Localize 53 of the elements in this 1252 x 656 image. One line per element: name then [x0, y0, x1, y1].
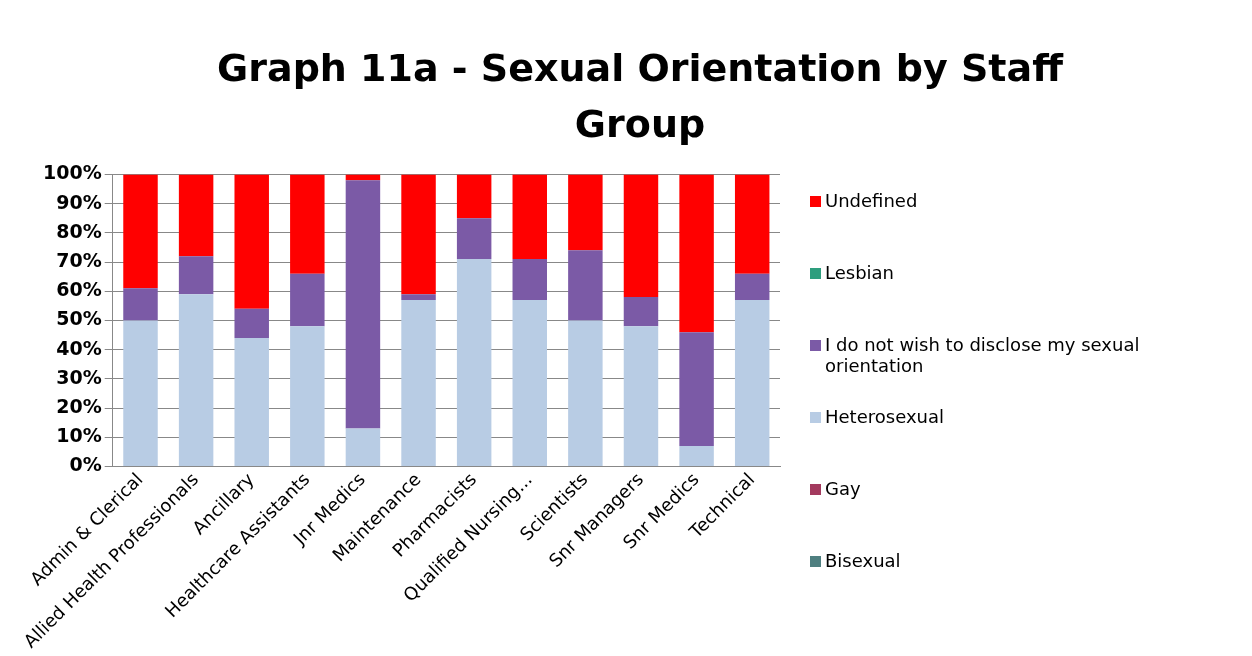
- bar: [290, 326, 325, 466]
- bar: [123, 320, 158, 466]
- bar: [456, 174, 492, 219]
- y-tick-label: 40%: [56, 336, 102, 359]
- bar: [679, 174, 714, 333]
- bar: [345, 180, 381, 429]
- bar: [178, 174, 214, 257]
- bar: [290, 273, 325, 327]
- y-tick-label: 20%: [56, 395, 102, 418]
- bar: [234, 337, 269, 466]
- bar: [512, 300, 547, 466]
- legend-label: I do not wish to disclose my sexual orientation: [825, 334, 1141, 376]
- bar: [679, 332, 714, 447]
- bar: [123, 174, 158, 289]
- bar: [734, 174, 770, 274]
- bar: [123, 288, 158, 321]
- y-tick-label: 100%: [42, 161, 102, 184]
- bar: [623, 174, 659, 298]
- y-tick-label: 30%: [56, 365, 102, 388]
- bar: [568, 250, 603, 321]
- legend-label: Heterosexual: [825, 406, 944, 427]
- y-tick-label: 60%: [56, 278, 102, 301]
- bar: [623, 326, 659, 466]
- legend-label: Lesbian: [825, 262, 895, 283]
- y-tick-label: 50%: [56, 307, 102, 330]
- bar: [623, 297, 659, 327]
- bar: [401, 294, 436, 300]
- chart-title: Graph 11a - Sexual Orientation by Staff Group: [216, 45, 1065, 148]
- bar: [679, 446, 714, 466]
- bar: [456, 259, 492, 466]
- y-tick-label: 10%: [56, 424, 102, 447]
- bar: [178, 256, 214, 295]
- bar: [290, 174, 325, 274]
- bar: [456, 218, 492, 260]
- legend-label: Undefined: [825, 190, 918, 211]
- y-tick-label: 0%: [69, 453, 102, 476]
- legend-label: Gay: [825, 478, 861, 499]
- bar: [734, 300, 770, 466]
- bar: [234, 174, 269, 309]
- bar: [512, 259, 547, 300]
- bar: [512, 174, 547, 260]
- bar: [568, 320, 603, 466]
- bar: [401, 174, 436, 295]
- bar: [734, 273, 770, 300]
- bar: [401, 300, 436, 466]
- bar: [178, 294, 214, 466]
- bar: [345, 428, 381, 466]
- y-tick-label: 80%: [56, 219, 102, 242]
- bar: [568, 174, 603, 251]
- bar: [234, 308, 269, 338]
- legend-label: Bisexual: [825, 550, 901, 571]
- y-tick-label: 90%: [56, 190, 102, 213]
- y-tick-label: 70%: [56, 248, 102, 271]
